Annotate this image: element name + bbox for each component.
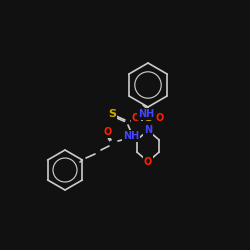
Text: NH: NH [138,109,154,119]
Text: O: O [104,127,112,137]
Text: NH: NH [123,131,139,141]
Text: N: N [144,125,152,135]
Text: S: S [144,113,152,123]
Text: O: O [144,157,152,167]
Text: S: S [108,109,116,119]
Text: O: O [132,113,140,123]
Text: O: O [156,113,164,123]
